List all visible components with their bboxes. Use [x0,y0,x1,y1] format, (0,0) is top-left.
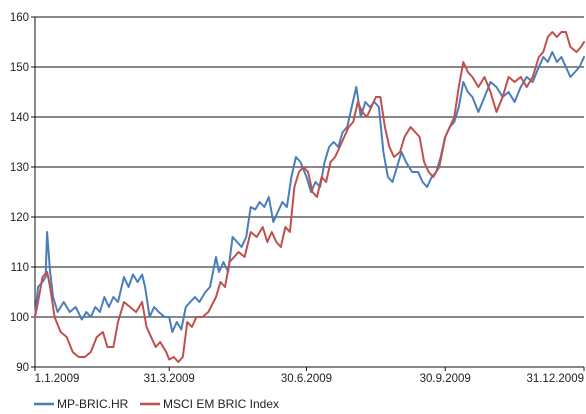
x-tick-label-3: 30.9.2009 [420,373,471,385]
x-tick-label-0: 1.1.2009 [35,373,80,385]
series-line-0 [34,51,585,333]
x-tick-label-4: 31.12.2009 [526,373,584,385]
axes [31,16,585,371]
legend: MP-BRIC.HR MSCI EM BRIC Index [34,397,279,411]
y-tick-label-110: 110 [11,262,29,274]
y-tick-label-90: 90 [16,362,29,374]
y-tick-label-120: 120 [10,212,29,224]
y-tick-label-130: 130 [10,162,29,174]
y-tick-label-150: 150 [10,62,29,74]
x-tick-labels: 1.1.2009 31.3.2009 30.6.2009 30.9.2009 31.12… [35,373,584,385]
series-line-1 [34,31,585,363]
series-lines [34,31,585,363]
y-tick-label-160: 160 [10,12,29,24]
legend-label-0: MP-BRIC.HR [57,397,129,411]
x-tick-label-1: 31.3.2009 [144,373,195,385]
gridlines [35,16,584,318]
x-tick-label-2: 30.6.2009 [281,373,332,385]
y-tick-label-100: 100 [10,312,29,324]
legend-label-1: MSCI EM BRIC Index [163,397,279,411]
y-tick-labels: 90 100 110 120 130 140 150 160 [10,12,29,374]
y-tick-label-140: 140 [10,112,29,124]
